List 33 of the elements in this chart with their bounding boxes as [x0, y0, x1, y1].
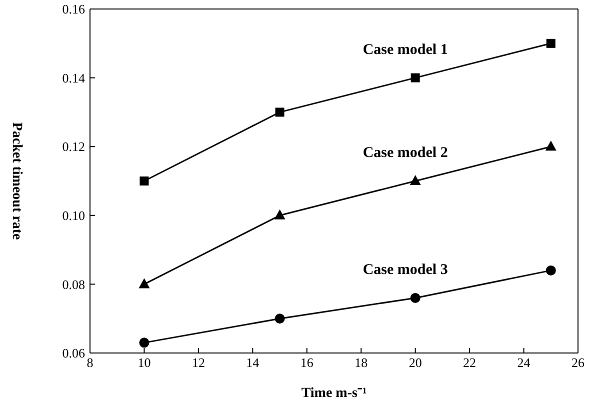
x-axis-title: Time m-s⁻¹	[301, 386, 367, 401]
point	[410, 292, 420, 303]
x-tick-label: 8	[86, 355, 94, 370]
x-tick-label: 20	[408, 355, 422, 370]
point	[275, 108, 284, 117]
x-tick-label: 24	[517, 355, 531, 370]
point	[546, 265, 556, 276]
point	[140, 176, 149, 186]
point	[545, 140, 556, 151]
y-tick-label: 0.14	[62, 70, 86, 86]
point	[410, 175, 421, 185]
series-label: Case model 2	[362, 145, 448, 161]
x-tick-label: 18	[354, 355, 368, 370]
y-tick-label: 0.16	[62, 2, 86, 17]
y-tick-label: 0.08	[62, 276, 85, 292]
x-tick-label: 16	[300, 355, 314, 370]
point	[139, 338, 150, 348]
point	[138, 278, 150, 288]
x-tick-label: 26	[572, 355, 585, 370]
point	[274, 314, 285, 324]
point	[410, 73, 420, 82]
y-tick-label: 0.06	[62, 346, 86, 361]
x-tick-label: 12	[192, 355, 205, 370]
series-label: Case model 3	[362, 262, 448, 278]
series-label: Case model 1	[362, 42, 448, 58]
y-tick-label: 0.10	[62, 208, 85, 224]
y-tick-label: 0.12	[62, 139, 85, 154]
x-tick-label: 14	[246, 355, 260, 370]
point	[546, 38, 556, 48]
y-axis-title: Packet timeout rate	[9, 122, 24, 240]
x-tick-label: 10	[138, 355, 151, 370]
x-tick-label: 22	[463, 355, 476, 370]
point	[274, 209, 286, 220]
